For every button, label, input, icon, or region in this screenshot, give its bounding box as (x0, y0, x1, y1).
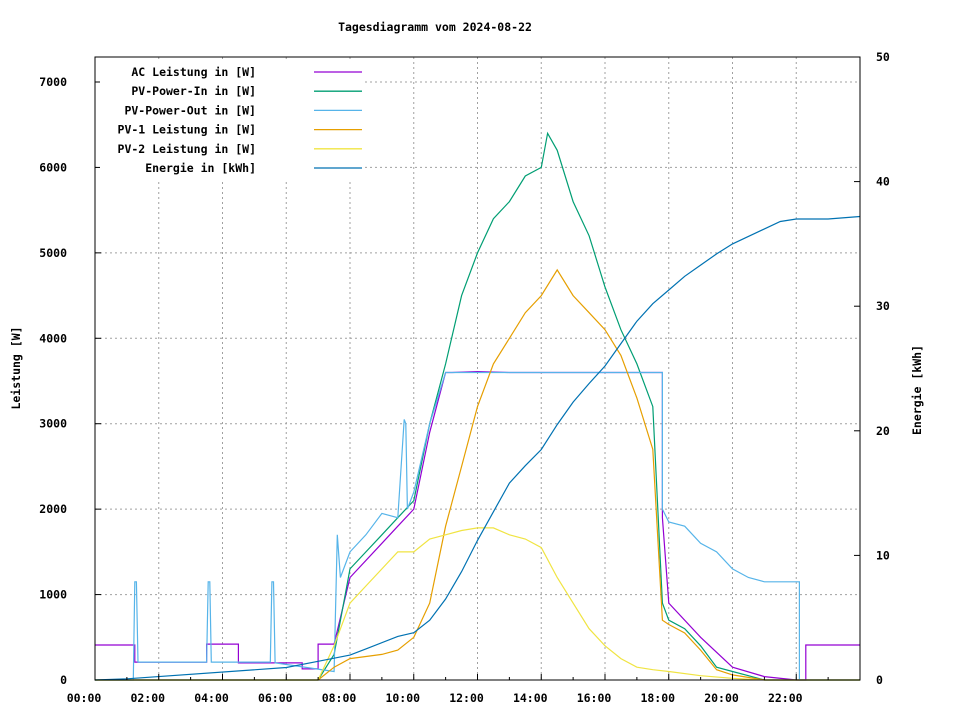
x-tick-label: 00:00 (67, 691, 102, 705)
y-tick-label: 2000 (39, 502, 67, 516)
series-line-energie-in-kwh (94, 215, 861, 681)
x-tick-label: 20:00 (704, 691, 739, 705)
series-line-pv-2-leistung-in-w (95, 527, 860, 681)
y2-tick-label: 40 (876, 175, 890, 189)
y-tick-label: 7000 (39, 75, 67, 89)
legend-label: PV-Power-In in [W] (131, 84, 256, 98)
legend: AC Leistung in [W] PV-Power-In in [W] PV-P… (100, 62, 365, 180)
series-line-pv-power-in-in-w (95, 131, 860, 681)
x-tick-label: 10:00 (385, 691, 420, 705)
grid (95, 57, 860, 680)
x-tick-label: 02:00 (130, 691, 165, 705)
legend-label: Energie in [kWh] (145, 161, 256, 175)
legend-label: PV-Power-Out in [W] (124, 103, 256, 117)
legend-background (100, 62, 365, 180)
x-tick-label: 22:00 (768, 691, 803, 705)
legend-label: AC Leistung in [W] (131, 65, 256, 79)
y2-tick-label: 20 (876, 424, 890, 438)
y-tick-label: 6000 (39, 160, 67, 174)
y2-tick-label: 10 (876, 548, 890, 562)
x-tick-label: 04:00 (194, 691, 229, 705)
x-tick-label: 16:00 (577, 691, 612, 705)
y2-tick-label: 50 (876, 50, 890, 64)
y-tick-label: 1000 (39, 588, 67, 602)
x-tick-label: 18:00 (640, 691, 675, 705)
y2-tick-label: 30 (876, 299, 890, 313)
y-tick-label: 5000 (39, 246, 67, 260)
chart-title: Tagesdiagramm vom 2024-08-22 (338, 20, 532, 34)
series-line-pv-power-out-in-w (95, 371, 860, 681)
x-tick-label: 12:00 (449, 691, 484, 705)
x-tick-label: 14:00 (513, 691, 548, 705)
y-axis-label: Leistung [W] (9, 326, 23, 409)
y-tick-label: 4000 (39, 331, 67, 345)
legend-label: PV-2 Leistung in [W] (118, 142, 256, 156)
series-line-pv-1-leistung-in-w (95, 268, 860, 681)
y2-axis-label: Energie [kWh] (910, 345, 924, 435)
y-tick-label: 3000 (39, 417, 67, 431)
y2-tick-label: 0 (876, 673, 883, 687)
ticks: 00:00 02:00 04:00 06:00 08:00 10:00 12:00 14:00… (39, 50, 890, 705)
legend-label: PV-1 Leistung in [W] (118, 123, 256, 137)
series-group (94, 131, 861, 681)
x-tick-label: 06:00 (258, 691, 293, 705)
x-tick-label: 08:00 (322, 691, 357, 705)
y-tick-label: 0 (60, 673, 67, 687)
